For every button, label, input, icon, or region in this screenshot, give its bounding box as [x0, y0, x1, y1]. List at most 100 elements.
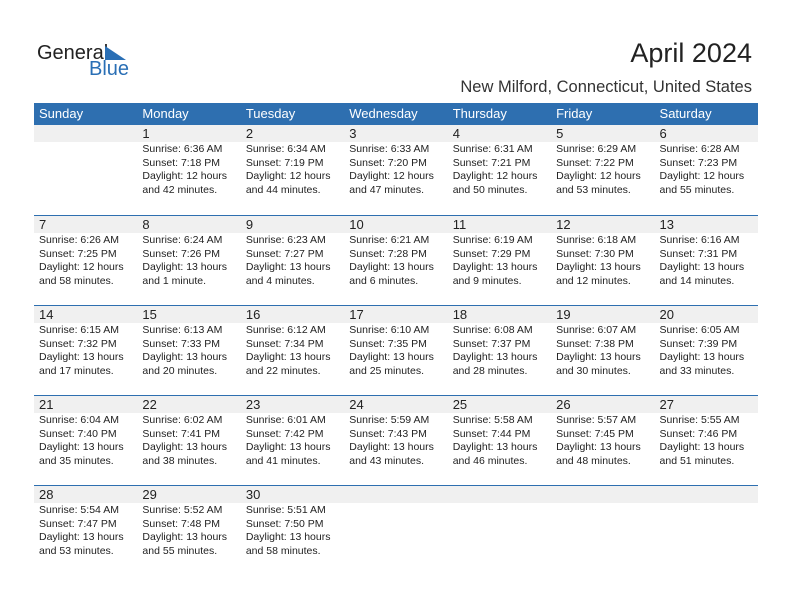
minutes-text: and 58 minutes. [39, 274, 114, 287]
sunrise-text: Sunrise: 6:23 AM [245, 234, 326, 246]
sunrise-text: Sunrise: 5:57 AM [556, 414, 637, 426]
day-number: 17 [349, 307, 364, 322]
minutes-text: and 14 minutes. [659, 274, 735, 287]
day-info: Sunrise: 6:23 AM Sunset: 7:27 PM Daylight:… [246, 234, 344, 288]
day-info: Sunrise: 6:29 AM Sunset: 7:22 PM Daylight:… [556, 143, 654, 197]
day-cell: 16 Sunrise: 6:12 AM Sunset: 7:34 PM Dayligh… [241, 306, 344, 378]
sunrise-text: Sunrise: 6:02 AM [142, 414, 223, 426]
week-row: 28 Sunrise: 5:54 AM Sunset: 7:47 PM Dayligh… [34, 485, 758, 575]
minutes-text: and 42 minutes. [142, 183, 218, 196]
day-info: Sunrise: 5:54 AM Sunset: 7:47 PM Daylight:… [39, 504, 137, 558]
day-info: Sunrise: 6:15 AM Sunset: 7:32 PM Daylight:… [39, 324, 137, 378]
day-cell: 30 Sunrise: 5:51 AM Sunset: 7:50 PM Dayligh… [241, 486, 344, 558]
week-cells: 14 Sunrise: 6:15 AM Sunset: 7:32 PM Dayligh… [34, 306, 758, 378]
sunset-text: Sunset: 7:42 PM [245, 427, 324, 440]
sunset-text: Sunset: 7:34 PM [245, 337, 324, 350]
sunset-text: Sunset: 7:47 PM [39, 517, 117, 530]
daylight-text: Daylight: 13 hours [245, 351, 331, 363]
day-info: Sunrise: 6:21 AM Sunset: 7:28 PM Daylight:… [349, 234, 447, 288]
day-info: Sunrise: 6:02 AM Sunset: 7:41 PM Daylight:… [142, 414, 240, 468]
sunset-text: Sunset: 7:28 PM [349, 247, 427, 260]
day-info: Sunrise: 6:34 AM Sunset: 7:19 PM Daylight:… [246, 143, 344, 197]
logo-general: General [37, 42, 109, 64]
day-info: Sunrise: 6:24 AM Sunset: 7:26 PM Daylight:… [142, 234, 240, 288]
sunrise-text: Sunrise: 6:28 AM [659, 143, 740, 155]
daylight-text: Daylight: 13 hours [142, 261, 228, 273]
day-number: 21 [39, 397, 54, 412]
daylight-text: Daylight: 13 hours [142, 351, 228, 363]
day-number: 12 [556, 217, 571, 232]
daylight-text: Daylight: 12 hours [349, 170, 434, 182]
day-number: 18 [452, 307, 468, 322]
daylight-text: Daylight: 13 hours [659, 351, 745, 363]
sunrise-text: Sunrise: 6:10 AM [349, 324, 430, 336]
sunset-text: Sunset: 7:35 PM [349, 337, 427, 350]
minutes-text: and 55 minutes. [659, 183, 735, 196]
sunset-text: Sunset: 7:23 PM [659, 156, 738, 169]
day-info: Sunrise: 5:51 AM Sunset: 7:50 PM Daylight:… [246, 504, 344, 558]
day-number: 25 [452, 397, 468, 412]
day-info: Sunrise: 6:31 AM Sunset: 7:21 PM Daylight:… [453, 143, 551, 197]
daylight-text: Daylight: 13 hours [452, 441, 538, 453]
day-cell: 24 Sunrise: 5:59 AM Sunset: 7:43 PM Dayligh… [344, 396, 447, 468]
day-number: 15 [142, 307, 157, 322]
calendar-table: Sunday Monday Tuesday Wednesday Thursday Frid… [34, 103, 758, 575]
location-subtitle: New Milford, Connecticut, United States [460, 78, 752, 96]
day-number: 28 [39, 487, 54, 502]
day-number: 29 [142, 487, 157, 502]
weekday-thursday: Thursday [452, 106, 507, 121]
minutes-text: and 1 minute. [142, 274, 207, 287]
sunrise-text: Sunrise: 6:04 AM [39, 414, 119, 426]
daylight-text: Daylight: 13 hours [349, 261, 434, 273]
day-number: 1 [142, 126, 150, 141]
daylight-text: Daylight: 12 hours [556, 170, 641, 182]
day-cell: 9 Sunrise: 6:23 AM Sunset: 7:27 PM Daylight… [241, 216, 344, 288]
sunrise-text: Sunrise: 6:15 AM [39, 324, 119, 336]
logo-blue: Blue [89, 58, 130, 80]
day-number: 5 [556, 126, 564, 141]
day-number: 3 [349, 126, 357, 141]
daylight-text: Daylight: 12 hours [452, 170, 538, 182]
day-info: Sunrise: 6:16 AM Sunset: 7:31 PM Daylight:… [660, 234, 758, 288]
daylight-text: Daylight: 13 hours [556, 441, 641, 453]
day-cell: 25 Sunrise: 5:58 AM Sunset: 7:44 PM Dayligh… [448, 396, 551, 468]
day-info: Sunrise: 5:58 AM Sunset: 7:44 PM Daylight:… [453, 414, 551, 468]
day-cell: 15 Sunrise: 6:13 AM Sunset: 7:33 PM Dayligh… [137, 306, 240, 378]
sunset-text: Sunset: 7:48 PM [142, 517, 221, 530]
day-cell: 2 Sunrise: 6:34 AM Sunset: 7:19 PM Daylight… [241, 125, 344, 197]
minutes-text: and 20 minutes. [142, 364, 218, 377]
daylight-text: Daylight: 13 hours [245, 441, 331, 453]
day-info: Sunrise: 6:19 AM Sunset: 7:29 PM Daylight:… [453, 234, 551, 288]
minutes-text: and 30 minutes. [556, 364, 631, 377]
day-number: 14 [39, 307, 54, 322]
day-number: 22 [142, 397, 157, 412]
minutes-text: and 43 minutes. [349, 454, 424, 467]
sunset-text: Sunset: 7:21 PM [452, 156, 531, 169]
minutes-text: and 22 minutes. [245, 364, 321, 377]
daylight-text: Daylight: 13 hours [556, 351, 641, 363]
sunrise-text: Sunrise: 6:31 AM [452, 143, 533, 155]
minutes-text: and 17 minutes. [39, 364, 114, 377]
day-info: Sunrise: 6:12 AM Sunset: 7:34 PM Daylight:… [246, 324, 344, 378]
day-cell: 7 Sunrise: 6:26 AM Sunset: 7:25 PM Daylight… [34, 216, 137, 288]
minutes-text: and 44 minutes. [245, 183, 321, 196]
sunrise-text: Sunrise: 6:05 AM [659, 324, 740, 336]
minutes-text: and 53 minutes. [556, 183, 631, 196]
sunrise-text: Sunrise: 6:12 AM [245, 324, 326, 336]
sunrise-text: Sunrise: 6:01 AM [245, 414, 326, 426]
daylight-text: Daylight: 13 hours [659, 441, 745, 453]
daylight-text: Daylight: 13 hours [39, 441, 124, 453]
minutes-text: and 28 minutes. [452, 364, 528, 377]
sunset-text: Sunset: 7:19 PM [245, 156, 324, 169]
empty-cell [344, 486, 447, 558]
day-info: Sunrise: 6:36 AM Sunset: 7:18 PM Daylight:… [142, 143, 240, 197]
week-cells: 7 Sunrise: 6:26 AM Sunset: 7:25 PM Daylight… [34, 216, 758, 288]
sunrise-text: Sunrise: 6:19 AM [452, 234, 533, 246]
sunset-text: Sunset: 7:40 PM [39, 427, 117, 440]
daylight-text: Daylight: 13 hours [245, 531, 331, 543]
day-cell: 19 Sunrise: 6:07 AM Sunset: 7:38 PM Dayligh… [551, 306, 654, 378]
week-row: 7 Sunrise: 6:26 AM Sunset: 7:25 PM Daylight… [34, 215, 758, 305]
day-number: 8 [142, 217, 150, 232]
day-info: Sunrise: 6:13 AM Sunset: 7:33 PM Daylight:… [142, 324, 240, 378]
weekday-header: Sunday Monday Tuesday Wednesday Thursday Frid… [34, 103, 758, 125]
